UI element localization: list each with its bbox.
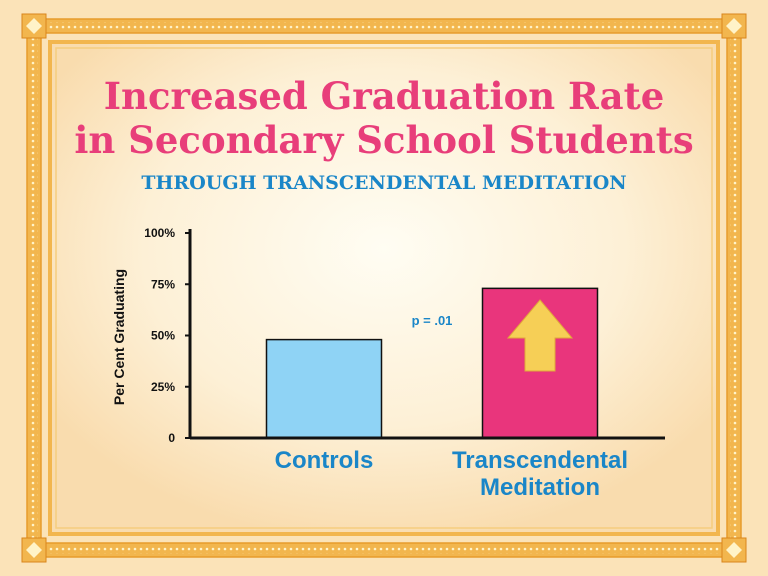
y-axis-label: Per Cent Graduating <box>111 269 127 405</box>
up-arrow-icon <box>506 299 574 372</box>
y-tick-label: 0 <box>168 431 175 445</box>
chart-title-line-2: in Secondary School Students <box>74 118 694 162</box>
chart-subtitle: THROUGH TRANSCENDENTAL MEDITATION <box>141 172 627 194</box>
category-label-transcendental-meditation: Transcendental Meditation <box>420 447 660 501</box>
category-label-line: Meditation <box>480 474 600 501</box>
y-tick-label: 25% <box>151 380 175 394</box>
category-label-controls: Controls <box>204 447 444 474</box>
category-label-line: Transcendental <box>451 447 629 474</box>
p-value-annotation: p = .01 <box>412 313 453 328</box>
category-label-line: Controls <box>274 447 374 474</box>
y-tick-label: 100% <box>144 226 175 240</box>
bar-controls <box>265 338 383 439</box>
y-tick-label: 50% <box>151 329 175 343</box>
y-tick-label: 75% <box>151 277 175 291</box>
chart-title-line-1: Increased Graduation Rate <box>103 74 665 118</box>
